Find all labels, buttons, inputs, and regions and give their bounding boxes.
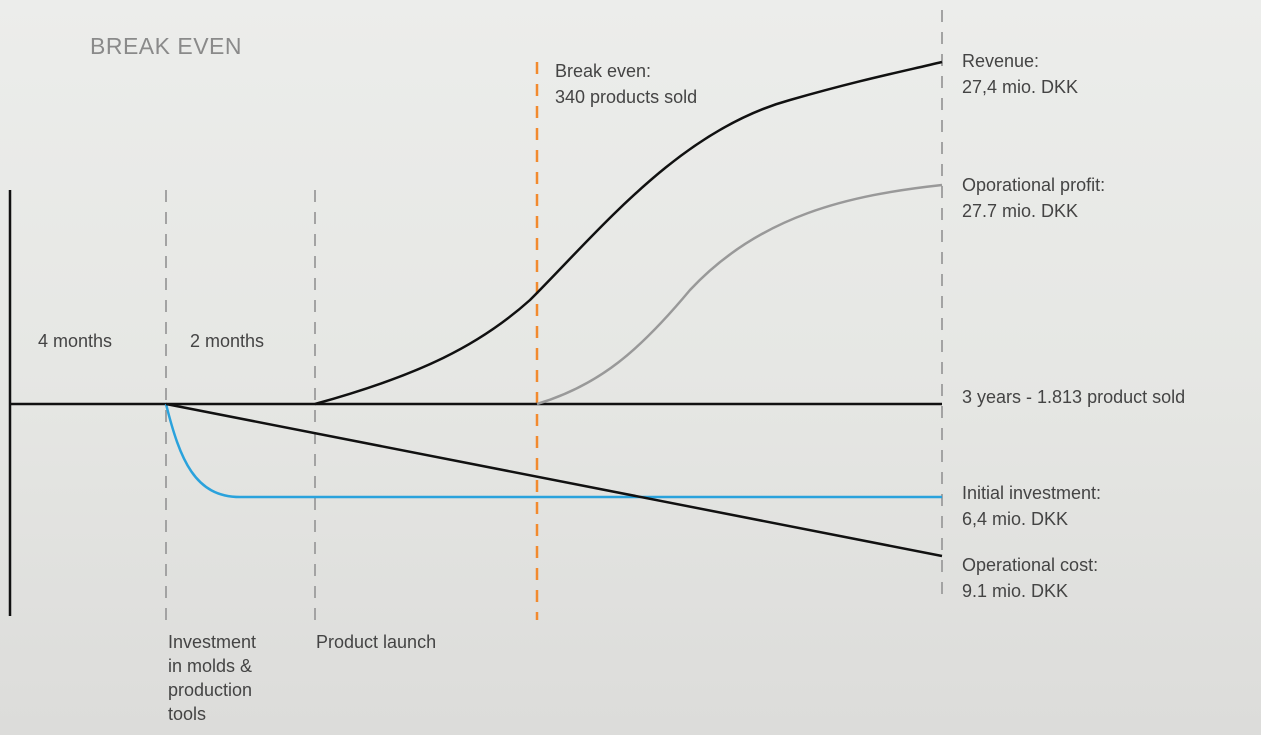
- milestone-label: Product launch: [316, 632, 436, 652]
- phase-label: 4 months: [38, 331, 112, 351]
- revenue-curve: [314, 60, 943, 406]
- milestone-label: in molds &: [168, 656, 252, 676]
- phase-label: 2 months: [190, 331, 264, 351]
- cost-label: 9.1 mio. DKK: [962, 581, 1068, 601]
- timeline-label: 3 years - 1.813 product sold: [962, 387, 1185, 407]
- revenue-label: Revenue:: [962, 51, 1039, 71]
- investment-label: Initial investment:: [962, 483, 1101, 503]
- revenue-label: 27,4 mio. DKK: [962, 77, 1078, 97]
- milestone-label: Investment: [168, 632, 256, 652]
- milestone-label: tools: [168, 704, 206, 724]
- title: BREAK EVEN: [90, 33, 242, 59]
- investment-label: 6,4 mio. DKK: [962, 509, 1068, 529]
- milestone-label: production: [168, 680, 252, 700]
- investment-curve: [164, 403, 942, 499]
- cost-line: [165, 402, 943, 558]
- break-even-label: Break even:: [555, 61, 651, 81]
- break-even-label: 340 products sold: [555, 87, 697, 107]
- profit-label: 27.7 mio. DKK: [962, 201, 1078, 221]
- profit-label: Oporational profit:: [962, 175, 1105, 195]
- profit-curve: [536, 183, 943, 406]
- cost-label: Operational cost:: [962, 555, 1098, 575]
